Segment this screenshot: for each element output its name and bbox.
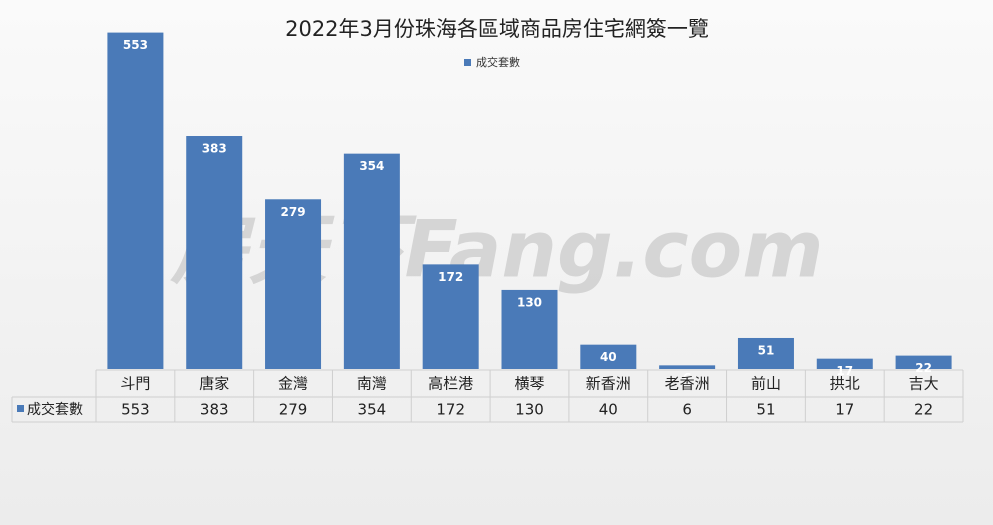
category-label: 新香洲 xyxy=(586,375,631,393)
data-label: 553 xyxy=(123,38,148,52)
category-label: 老香洲 xyxy=(665,375,710,393)
bar xyxy=(816,358,873,369)
data-label: 172 xyxy=(438,270,463,284)
table-value: 17 xyxy=(835,401,854,419)
bar xyxy=(895,355,952,369)
data-label: 383 xyxy=(202,142,227,156)
data-label: 51 xyxy=(758,343,775,357)
table-value: 51 xyxy=(756,401,775,419)
chart-title: 2022年3月份珠海各區域商品房住宅網簽一覽 xyxy=(285,17,709,41)
category-label: 斗門 xyxy=(120,375,150,393)
data-label: 130 xyxy=(517,295,542,309)
category-label: 拱北 xyxy=(830,375,860,393)
bar xyxy=(580,344,637,369)
category-label: 唐家 xyxy=(199,375,229,393)
legend-swatch xyxy=(464,59,471,66)
table-value: 130 xyxy=(515,401,544,419)
table-value: 6 xyxy=(682,401,692,419)
category-label: 吉大 xyxy=(909,375,939,393)
category-label: 高栏港 xyxy=(428,375,473,393)
table-value: 553 xyxy=(121,401,150,419)
bar xyxy=(343,153,400,369)
legend-label: 成交套數 xyxy=(476,55,520,69)
legend: 成交套數 xyxy=(464,55,520,69)
data-label: 279 xyxy=(281,205,306,219)
table-series-name: 成交套數 xyxy=(27,401,83,418)
bar xyxy=(659,365,716,369)
table-value: 383 xyxy=(200,401,229,419)
data-label: 22 xyxy=(915,361,932,375)
category-label: 南灣 xyxy=(357,375,387,393)
category-label: 金灣 xyxy=(278,375,308,393)
data-label: 354 xyxy=(359,159,384,173)
bar xyxy=(737,337,794,369)
bar xyxy=(186,136,243,369)
data-label: 17 xyxy=(836,364,853,378)
table-value: 40 xyxy=(599,401,618,419)
data-label: 6 xyxy=(683,371,691,385)
bar xyxy=(422,264,479,369)
table-value: 172 xyxy=(436,401,465,419)
category-label: 前山 xyxy=(751,375,781,393)
data-label: 40 xyxy=(600,350,617,364)
table-value: 22 xyxy=(914,401,933,419)
category-label: 横琴 xyxy=(514,375,544,393)
table-legend-swatch xyxy=(17,405,24,412)
table-value: 354 xyxy=(358,401,387,419)
table-value: 279 xyxy=(279,401,308,419)
bar xyxy=(107,32,164,369)
bar xyxy=(265,199,322,369)
bar xyxy=(501,289,558,369)
